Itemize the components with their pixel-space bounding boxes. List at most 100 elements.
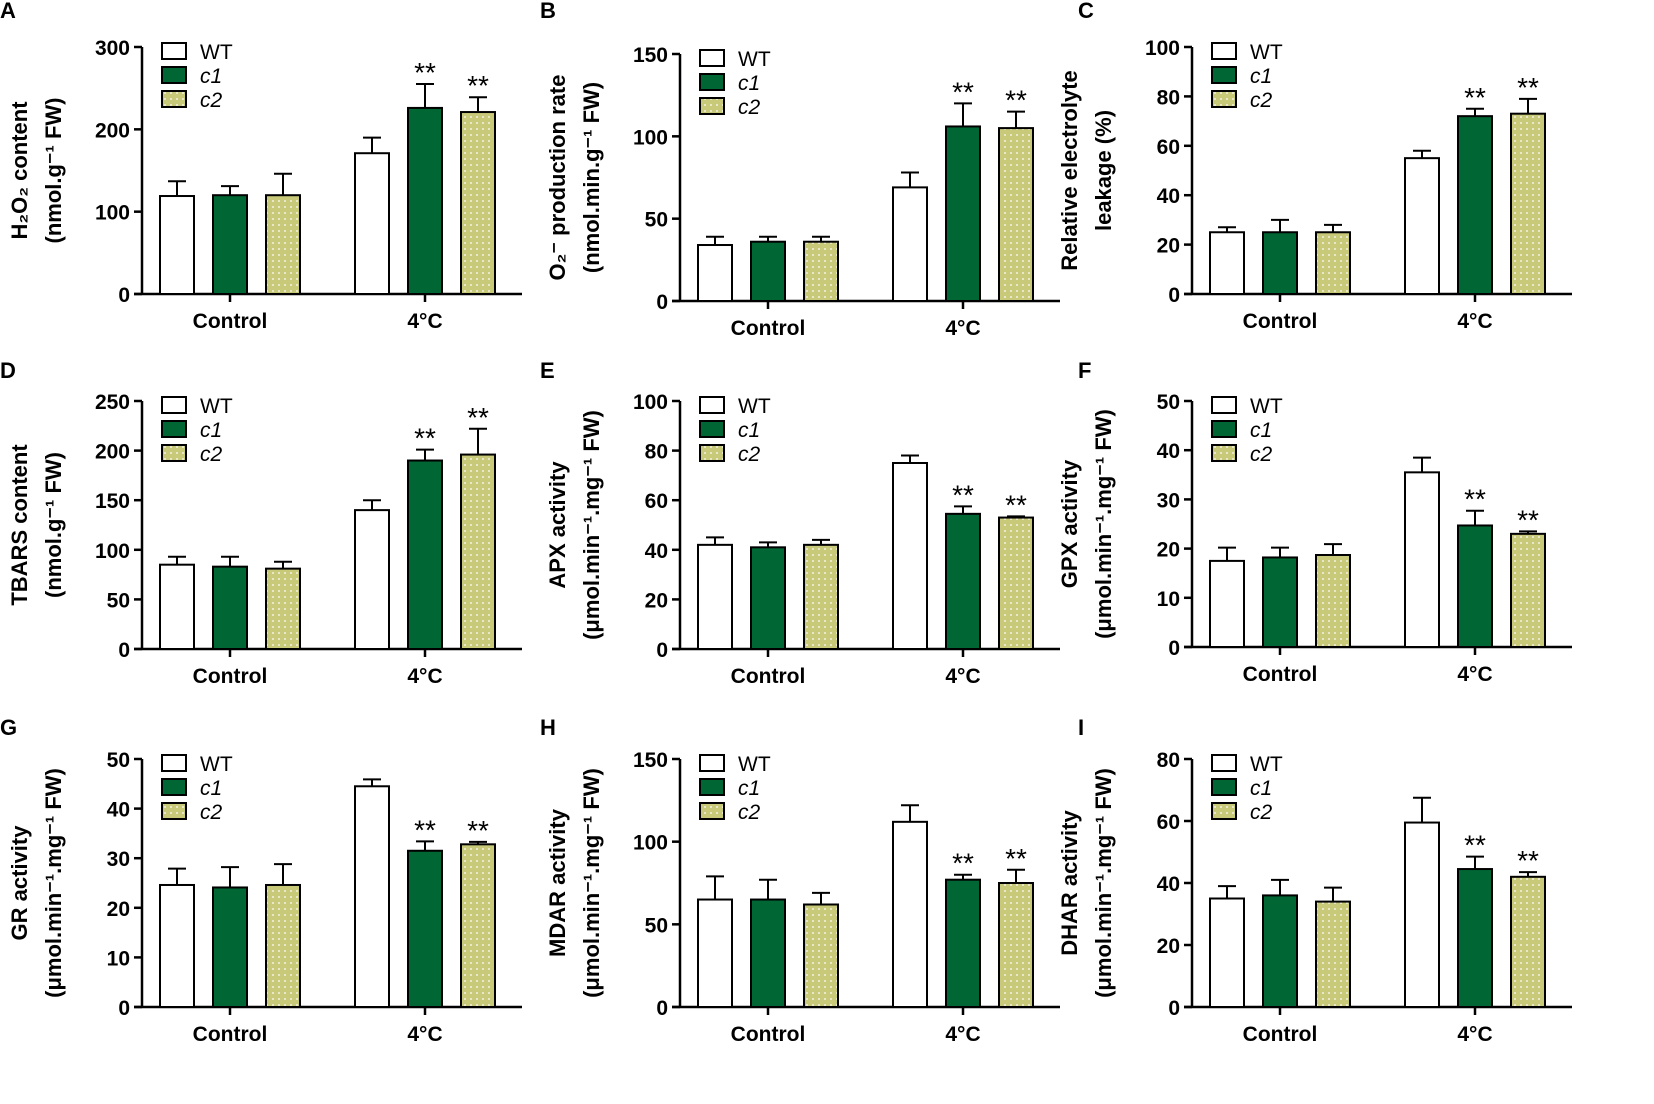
bar-c2 bbox=[1510, 112, 1546, 295]
bar-c2 bbox=[803, 240, 839, 302]
y-tick-label: 60 bbox=[1157, 811, 1180, 834]
y-axis-label: Relative electrolyte bbox=[1057, 70, 1082, 271]
bar-wt bbox=[159, 195, 195, 295]
bar-c1 bbox=[212, 194, 248, 295]
x-tick-label: 4°C bbox=[945, 665, 980, 688]
significance-marker: ** bbox=[1005, 489, 1027, 520]
legend-swatch-c1 bbox=[161, 778, 187, 796]
x-tick-label: 4°C bbox=[407, 1023, 442, 1046]
y-tick-label: 0 bbox=[656, 997, 668, 1020]
y-tick-label: 60 bbox=[1157, 136, 1180, 159]
significance-marker: ** bbox=[1005, 85, 1027, 116]
legend-label: WT bbox=[738, 753, 771, 776]
bar-wt bbox=[697, 543, 733, 651]
panel-label: B bbox=[540, 0, 556, 23]
y-tick-label: 0 bbox=[1168, 284, 1180, 307]
legend-label: c2 bbox=[1250, 89, 1273, 112]
y-tick-label: 0 bbox=[1168, 637, 1180, 660]
bar-wt bbox=[1209, 897, 1245, 1008]
legend-swatch-c1 bbox=[1211, 66, 1237, 84]
panel-label: G bbox=[0, 715, 17, 740]
y-tick-label: 50 bbox=[1157, 391, 1180, 414]
x-tick-label: Control bbox=[193, 310, 268, 333]
y-tick-label: 100 bbox=[633, 126, 668, 149]
panel-a: A H₂O₂ content (nmol.g⁻¹ FW) 0 100 200 300 Cont… bbox=[0, 0, 522, 333]
y-tick-label: 0 bbox=[118, 284, 130, 307]
bar-c1 bbox=[212, 565, 248, 650]
significance-marker: ** bbox=[467, 70, 489, 101]
bar-wt bbox=[354, 785, 390, 1009]
panel-label: D bbox=[0, 358, 16, 383]
y-axis-label: (μmol.min⁻¹.mg⁻¹ FW) bbox=[579, 768, 604, 998]
bar-c1 bbox=[1457, 868, 1493, 1008]
y-tick-label: 40 bbox=[1157, 440, 1180, 463]
legend-label: WT bbox=[1250, 41, 1283, 64]
legend-label: c2 bbox=[738, 801, 761, 824]
significance-marker: ** bbox=[467, 815, 489, 846]
bar-c2 bbox=[998, 127, 1034, 302]
bar-wt bbox=[159, 883, 195, 1009]
bar-c2 bbox=[998, 516, 1034, 650]
legend-swatch-c2 bbox=[161, 444, 187, 462]
x-tick-label: Control bbox=[193, 665, 268, 688]
legend-label: c1 bbox=[200, 65, 222, 88]
x-tick-label: Control bbox=[731, 665, 806, 688]
y-tick-label: 60 bbox=[645, 490, 668, 513]
bar-wt bbox=[1404, 157, 1440, 295]
panel-c: C Relative electrolyte leakage (%) 0 20 40 60 8… bbox=[1057, 0, 1572, 333]
bar-c1 bbox=[212, 886, 248, 1008]
x-tick-label: 4°C bbox=[1457, 1023, 1492, 1046]
y-axis-label: (μmol.min⁻¹.mg⁻¹ FW) bbox=[41, 768, 66, 998]
legend-label: WT bbox=[738, 48, 771, 71]
bar-wt bbox=[159, 563, 195, 650]
x-tick-label: Control bbox=[1243, 663, 1318, 686]
bar-c2 bbox=[265, 883, 301, 1009]
y-tick-label: 50 bbox=[107, 749, 130, 772]
legend-label: c2 bbox=[200, 801, 223, 824]
y-axis-label: (μmol.min⁻¹.mg⁻¹ FW) bbox=[1091, 409, 1116, 639]
legend-swatch-c2 bbox=[699, 802, 725, 820]
legend-swatch-c1 bbox=[1211, 778, 1237, 796]
x-tick-label: Control bbox=[731, 317, 806, 340]
y-axis-label: H₂O₂ content bbox=[7, 101, 32, 240]
y-tick-label: 100 bbox=[633, 391, 668, 414]
y-tick-label: 40 bbox=[107, 799, 130, 822]
legend-label: c2 bbox=[738, 96, 761, 119]
panel-label: A bbox=[0, 0, 16, 23]
y-tick-label: 200 bbox=[95, 119, 130, 142]
legend-swatch-wt bbox=[161, 754, 187, 772]
x-tick-label: Control bbox=[731, 1023, 806, 1046]
bar-c2 bbox=[460, 843, 496, 1009]
legend-swatch-c2 bbox=[699, 97, 725, 115]
y-axis-label: (nmol.g⁻¹ FW) bbox=[41, 97, 66, 243]
bar-c2 bbox=[1315, 553, 1351, 648]
significance-marker: ** bbox=[467, 402, 489, 433]
bar-wt bbox=[892, 186, 928, 303]
legend-swatch-wt bbox=[699, 754, 725, 772]
x-tick-label: Control bbox=[193, 1023, 268, 1046]
y-axis-label: MDAR activity bbox=[545, 808, 570, 957]
legend-label: c1 bbox=[1250, 419, 1272, 442]
significance-marker: ** bbox=[1464, 830, 1486, 861]
legend-label: c2 bbox=[1250, 443, 1273, 466]
legend-swatch-wt bbox=[1211, 42, 1237, 60]
y-axis-label: (μmol.min⁻¹.mg⁻¹ FW) bbox=[579, 410, 604, 640]
y-tick-label: 50 bbox=[645, 209, 668, 232]
panel-label: F bbox=[1078, 358, 1091, 383]
legend-swatch-wt bbox=[1211, 396, 1237, 414]
bar-c2 bbox=[460, 111, 496, 295]
y-axis-label: GR activity bbox=[7, 825, 32, 941]
significance-marker: ** bbox=[952, 848, 974, 879]
legend-swatch-c2 bbox=[161, 90, 187, 108]
y-tick-label: 30 bbox=[107, 848, 130, 871]
bar-c2 bbox=[1510, 532, 1546, 649]
legend-label: c2 bbox=[200, 89, 223, 112]
bar-wt bbox=[1209, 231, 1245, 295]
panel-h: H MDAR activity (μmol.min⁻¹.mg⁻¹ FW) 0 50 100… bbox=[540, 715, 1060, 1046]
y-tick-label: 40 bbox=[1157, 185, 1180, 208]
panel-i: I DHAR activity (μmol.min⁻¹.mg⁻¹ FW) 0 20 40 6… bbox=[1057, 715, 1572, 1046]
legend-swatch-wt bbox=[699, 49, 725, 67]
legend-label: c1 bbox=[738, 72, 760, 95]
bar-c2 bbox=[803, 543, 839, 651]
